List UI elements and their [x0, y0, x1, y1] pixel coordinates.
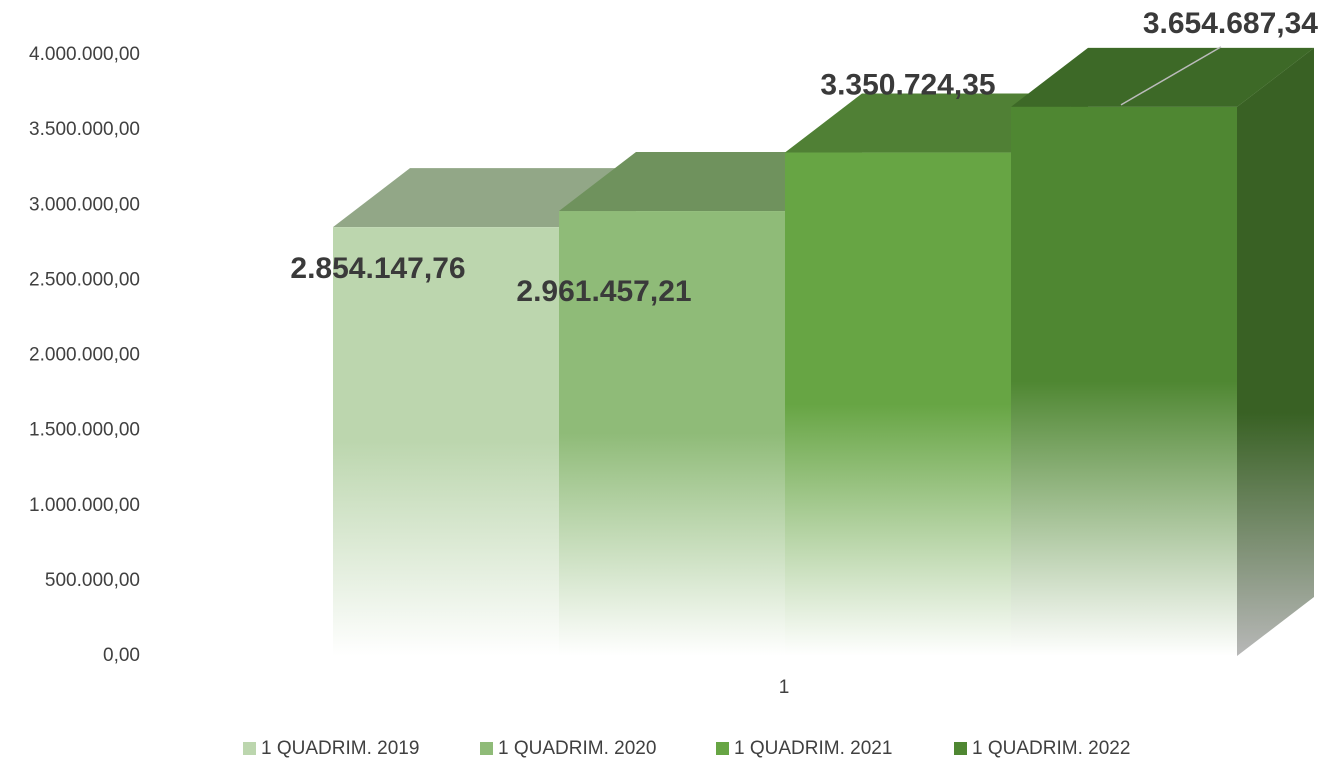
- bar: [559, 211, 785, 656]
- legend-swatch: [954, 742, 967, 755]
- bar: [333, 227, 559, 656]
- y-tick-label: 4.000.000,00: [29, 44, 140, 65]
- value-label: 3.654.687,34: [1143, 7, 1318, 40]
- legend-label: 1 QUADRIM. 2022: [972, 738, 1130, 759]
- y-tick-label: 1.500.000,00: [29, 420, 140, 441]
- bar: [785, 152, 1011, 657]
- bar: [1011, 106, 1237, 656]
- y-tick-label: 2.500.000,00: [29, 269, 140, 290]
- y-tick-label: 500.000,00: [45, 570, 140, 591]
- y-tick-label: 0,00: [103, 645, 140, 666]
- value-label: 3.350.724,35: [820, 68, 995, 101]
- legend-swatch: [716, 742, 729, 755]
- legend-label: 1 QUADRIM. 2020: [498, 738, 656, 759]
- legend-swatch: [480, 742, 493, 755]
- y-tick-label: 1.000.000,00: [29, 495, 140, 516]
- value-label: 2.854.147,76: [290, 252, 465, 285]
- leader-line: [1120, 46, 1222, 106]
- y-tick-label: 3.500.000,00: [29, 119, 140, 140]
- x-tick-label: 1: [779, 677, 790, 698]
- value-label: 2.961.457,21: [516, 275, 691, 308]
- legend-label: 1 QUADRIM. 2019: [261, 738, 419, 759]
- legend-swatch: [243, 742, 256, 755]
- y-tick-label: 2.000.000,00: [29, 345, 140, 366]
- bar-side-shade: [1237, 47, 1314, 656]
- bar-top: [1011, 47, 1314, 107]
- legend-label: 1 QUADRIM. 2021: [734, 738, 892, 759]
- bar-side: [1237, 47, 1314, 656]
- bar-top-shade: [1011, 47, 1314, 107]
- y-tick-label: 3.000.000,00: [29, 194, 140, 215]
